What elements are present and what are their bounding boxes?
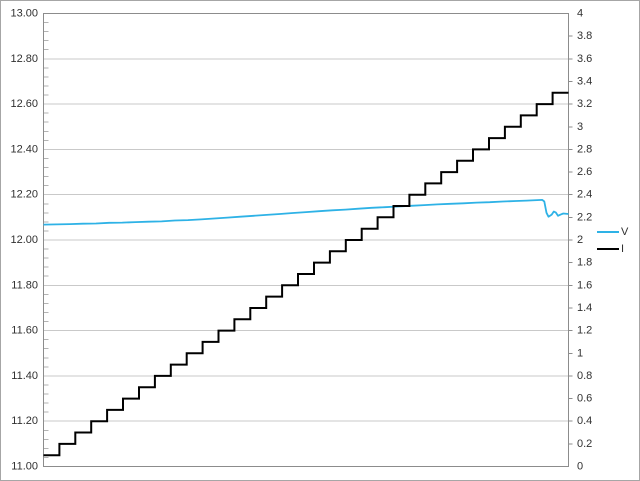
right-axis-tick-label: 2.6 — [577, 166, 592, 178]
left-axis-tick-label: 12.60 — [10, 98, 38, 110]
legend-line-i-icon — [597, 247, 619, 250]
right-axis-tick-label: 2 — [577, 234, 583, 246]
left-axis-tick-label: 11.40 — [11, 370, 38, 382]
legend-label-v: V — [621, 225, 629, 238]
right-axis-tick-label: 3.8 — [577, 30, 592, 42]
right-axis-tick-label: 2.2 — [577, 211, 592, 223]
right-axis-tick-label: 0.8 — [577, 370, 592, 382]
right-axis-tick-label: 3 — [577, 121, 583, 133]
right-axis-tick-label: 1 — [577, 347, 583, 359]
legend-line-v-icon — [597, 230, 619, 233]
right-axis-tick-label: 3.2 — [577, 98, 592, 110]
right-axis-tick-label: 0.4 — [577, 415, 592, 427]
left-axis-tick-label: 11.20 — [11, 415, 38, 427]
left-axis-tick-label: 11.60 — [11, 325, 38, 337]
left-axis-tick-label: 11.80 — [11, 279, 38, 291]
left-axis-tick-label: 13.00 — [10, 8, 38, 20]
legend-item-v: V — [597, 223, 628, 240]
left-axis-tick-label: 11.00 — [11, 461, 38, 473]
right-axis-tick-label: 1.8 — [577, 257, 592, 269]
right-axis-tick-label: 3.6 — [577, 53, 592, 65]
right-axis-tick-label: 2.8 — [577, 143, 592, 155]
left-axis-tick-label: 12.20 — [10, 189, 38, 201]
right-axis-tick-label: 3.4 — [577, 75, 592, 87]
right-axis-tick-label: 1.4 — [577, 302, 592, 314]
left-axis-tick-label: 12.80 — [10, 53, 38, 65]
left-axis-tick-label: 12.00 — [10, 234, 38, 246]
right-axis-tick-label: 0.6 — [577, 393, 592, 405]
series-line-i — [43, 91, 569, 457]
series-line-v — [43, 198, 569, 226]
right-axis-tick-label: 1.6 — [577, 279, 592, 291]
legend-item-i: I — [597, 240, 628, 257]
legend: V I — [597, 223, 628, 257]
right-axis-tick-label: 2.4 — [577, 189, 592, 201]
right-axis-tick-label: 4 — [577, 8, 583, 20]
left-axis-tick-label: 12.40 — [10, 143, 38, 155]
right-axis-tick-label: 1.2 — [577, 325, 592, 337]
right-axis-tick-label: 0.2 — [577, 438, 592, 450]
legend-label-i: I — [621, 242, 625, 255]
right-axis-tick-label: 0 — [577, 461, 583, 473]
